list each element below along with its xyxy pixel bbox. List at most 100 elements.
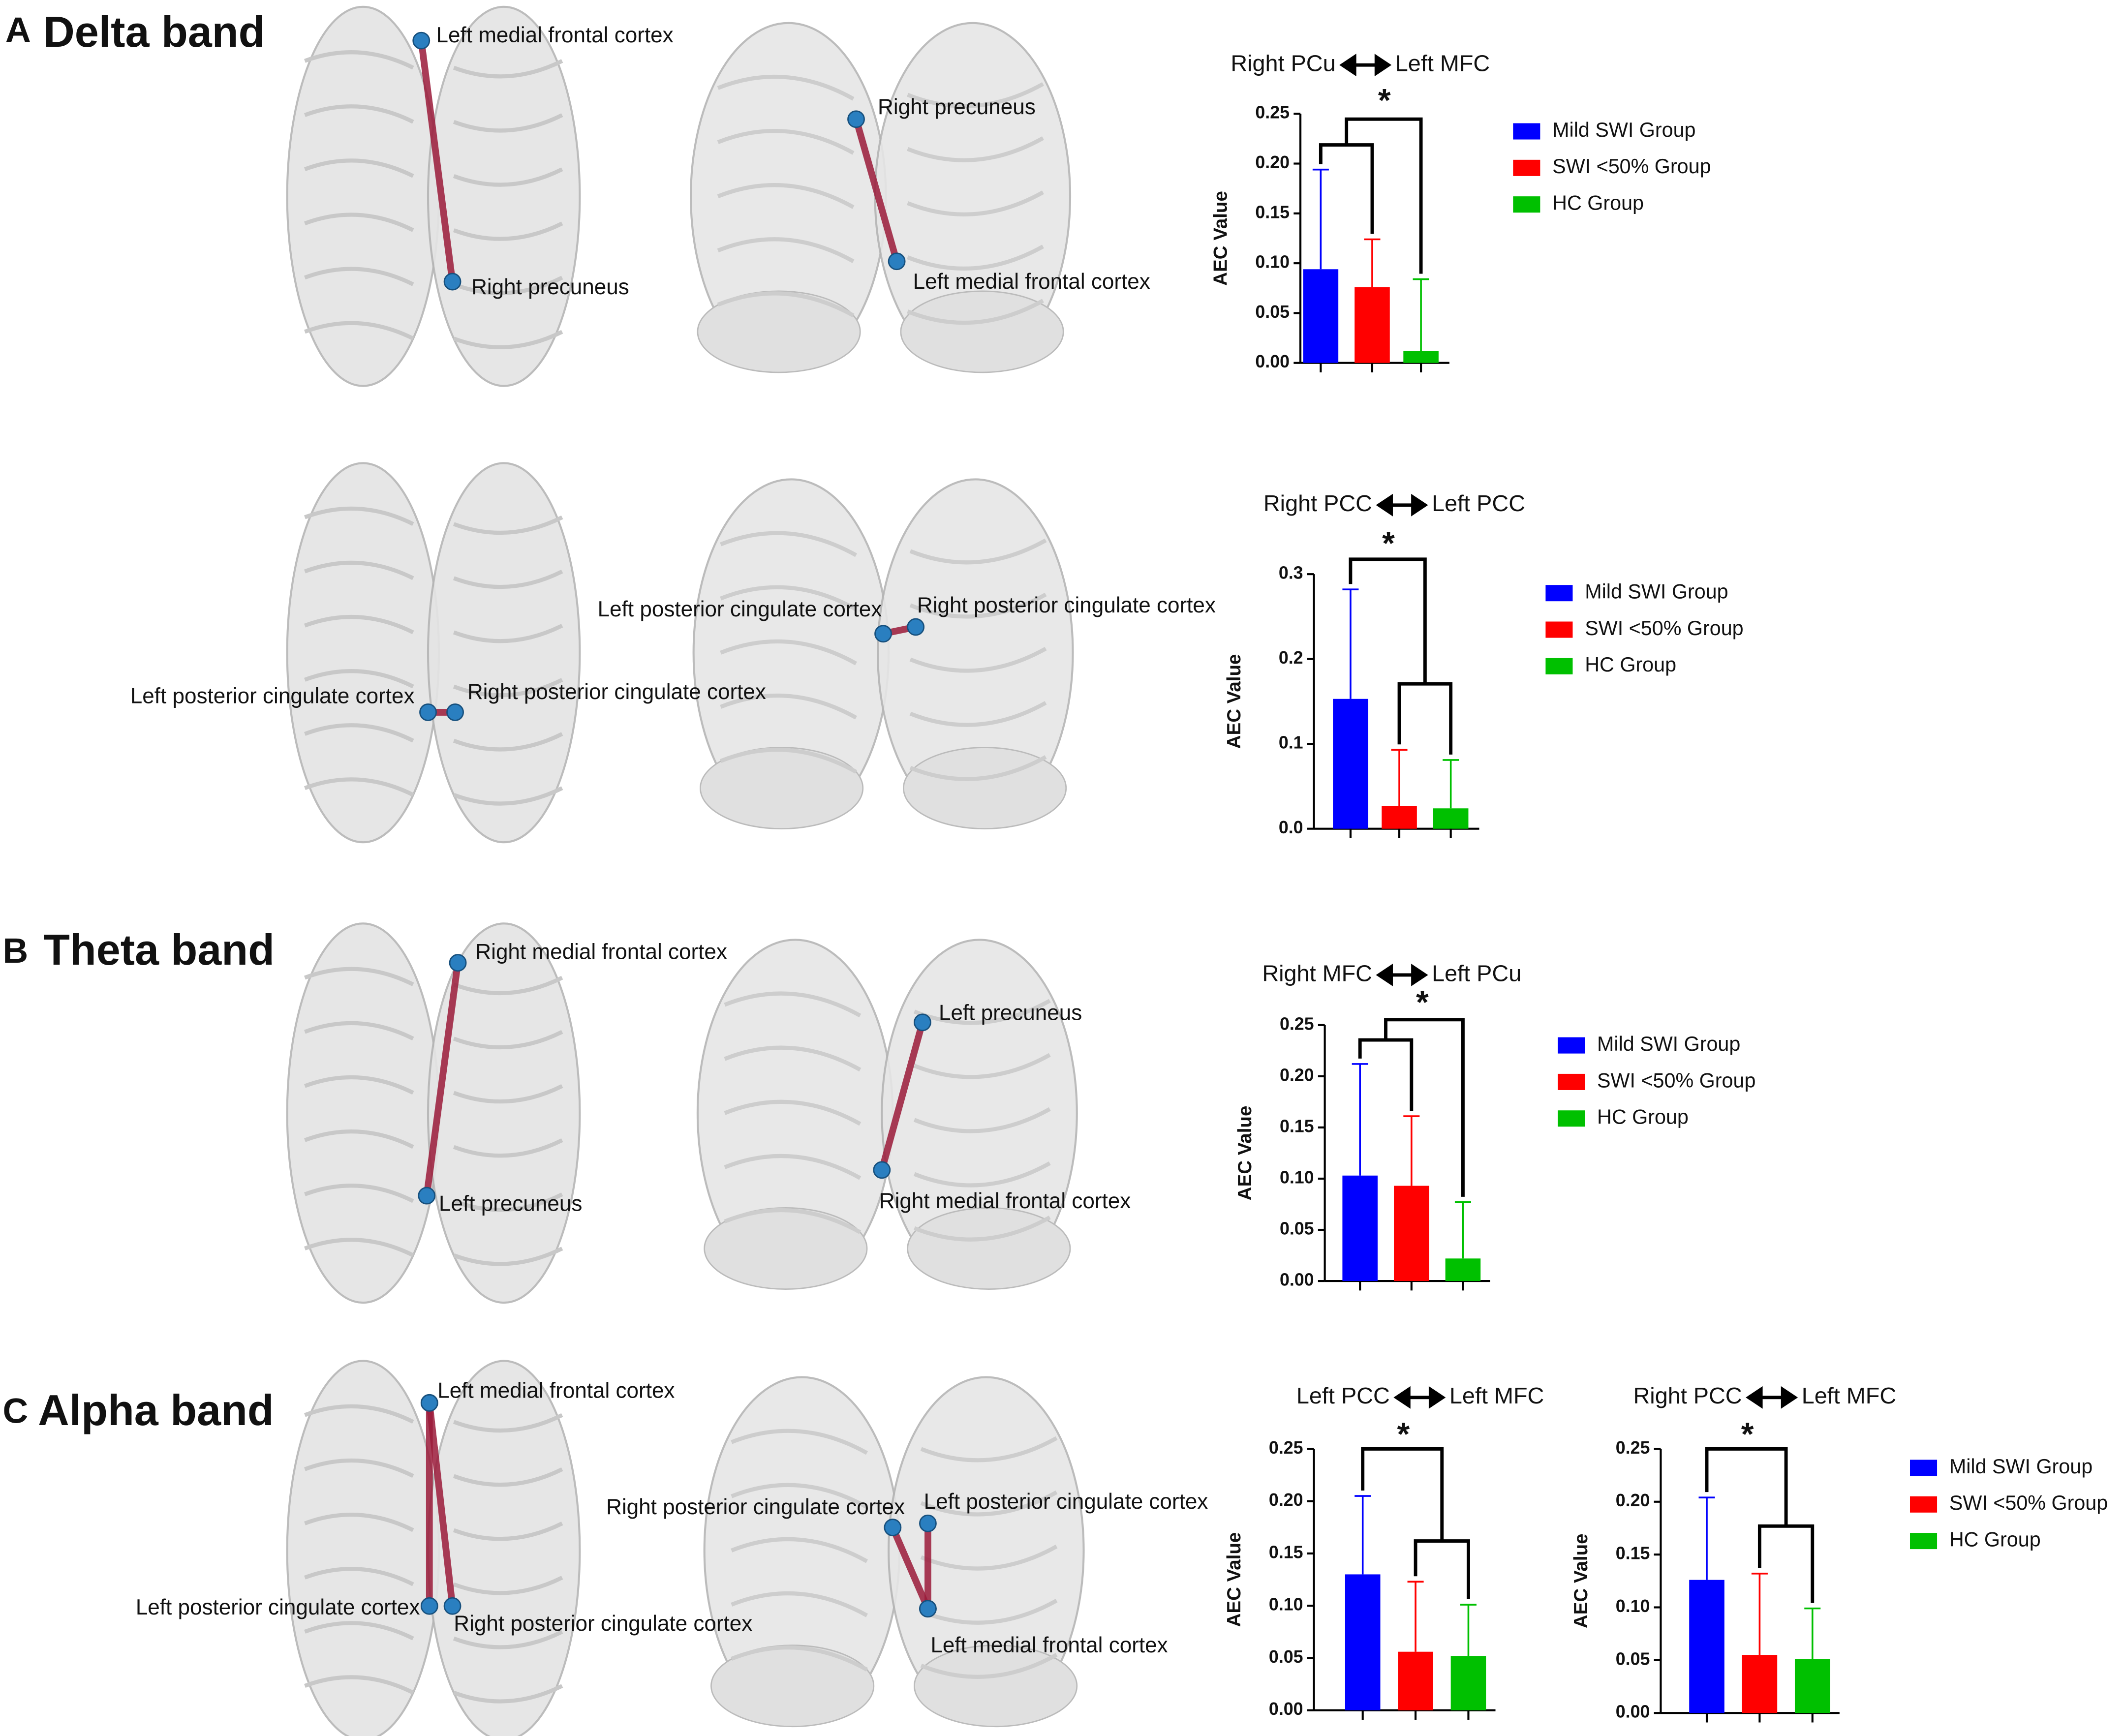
y-tick-label: 0.20 (1616, 1491, 1650, 1510)
brain-gyrus (720, 585, 1047, 619)
legend-label: SWI <50% Group (1585, 617, 1743, 640)
panel-letter: B (3, 931, 29, 971)
node (420, 1597, 438, 1615)
brain-gyrus (731, 1537, 1058, 1571)
bar (1742, 1655, 1778, 1713)
error-bar (1352, 1063, 1368, 1176)
error-bar (1312, 168, 1329, 270)
region-label: Left medial frontal cortex (437, 1378, 675, 1402)
y-tick-label: 0.15 (1280, 1116, 1314, 1136)
significance: * (1741, 1416, 1754, 1453)
y-tick-label: 0.00 (1255, 352, 1290, 371)
brain-gyrus (720, 531, 1047, 565)
bar (1689, 1580, 1724, 1713)
node (874, 625, 892, 643)
bar (1333, 699, 1368, 829)
node (919, 1514, 937, 1532)
error-bar (1354, 1495, 1371, 1575)
legend-swatch (1909, 1496, 1938, 1513)
panel-title: Theta band (43, 925, 275, 974)
legend-label: HC Group (1949, 1528, 2041, 1551)
y-tick-label: 0.00 (1269, 1699, 1303, 1719)
brain-gyrus (304, 1075, 563, 1104)
brain-gyrus (731, 1591, 1058, 1625)
panel-title: Alpha band (38, 1386, 274, 1434)
region-label: Right posterior cingulate cortex (917, 593, 1216, 617)
error-bar (1460, 1604, 1477, 1656)
y-tick-label: 0.15 (1616, 1544, 1650, 1563)
brain-gyrus (724, 1045, 1051, 1079)
error-bar (1413, 278, 1429, 351)
region-label: Right posterior cingulate cortex (467, 680, 766, 704)
sig-bracket (1705, 1447, 1815, 1603)
region-label: Right precuneus (878, 95, 1036, 119)
significance: * (1416, 984, 1429, 1021)
node (907, 618, 925, 636)
chart-title-to: Left MFC (1395, 50, 1490, 76)
brain-gyrus (304, 1021, 563, 1050)
brain-gyrus (304, 1129, 563, 1158)
brain-gyrus (304, 506, 563, 535)
region-label: Left posterior cingulate cortex (598, 597, 882, 621)
error-bar (1804, 1607, 1821, 1659)
brain-gyrus (720, 693, 1047, 727)
region-label: Left precuneus (939, 1001, 1082, 1025)
brains (286, 5, 1085, 1736)
brain-gyrus (724, 991, 1051, 1025)
bar (1403, 351, 1439, 363)
y-tick-label: 0.10 (1280, 1167, 1314, 1187)
bar (1382, 806, 1417, 829)
chart-title-to: Left MFC (1802, 1383, 1896, 1408)
chart-title-from: Right PCC (1263, 490, 1372, 516)
legend-swatch (1558, 1110, 1585, 1127)
legend-label: SWI <50% Group (1597, 1069, 1755, 1092)
bar (1303, 269, 1339, 363)
bar (1445, 1258, 1481, 1281)
legend-label: HC Group (1552, 192, 1644, 214)
y-tick-label: 0.20 (1269, 1490, 1303, 1510)
connection (423, 962, 462, 1196)
brain-gyrus (304, 1513, 563, 1541)
double-arrow (1746, 1386, 1798, 1409)
legend-swatch (1513, 123, 1540, 140)
y-tick-label: 0.10 (1269, 1595, 1303, 1614)
brain-lobe (427, 922, 581, 1304)
y-tick-label: 0.10 (1616, 1596, 1650, 1616)
brain-gyrus (717, 291, 1044, 325)
brain-gyrus (304, 50, 563, 79)
chart-title-to: Left PCu (1432, 960, 1521, 986)
region-label: Left medial frontal cortex (913, 270, 1150, 294)
error-bar (1407, 1581, 1424, 1652)
brain-gyrus (304, 1404, 563, 1433)
brain-gyrus (304, 1238, 563, 1266)
legend-swatch (1545, 621, 1573, 638)
region-label: Left precuneus (439, 1192, 582, 1216)
y-axis-label: AEC Value (1234, 1106, 1256, 1201)
node (420, 1394, 438, 1412)
brain-gyrus (304, 158, 563, 187)
double-arrow (1339, 54, 1392, 77)
bar (1398, 1651, 1433, 1710)
brain-gyrus (304, 669, 563, 698)
legend-swatch (1558, 1037, 1585, 1054)
region-label: Right posterior cingulate cortex (454, 1612, 752, 1636)
legend-swatch (1909, 1533, 1938, 1550)
legend-label: Mild SWI Group (1585, 580, 1728, 603)
bar (1345, 1574, 1381, 1710)
legend-label: Mild SWI Group (1552, 119, 1695, 141)
node (418, 1187, 436, 1205)
y-tick-label: 0.05 (1269, 1647, 1303, 1667)
node (412, 31, 431, 50)
node (446, 703, 464, 721)
node (419, 703, 437, 721)
brain-gyrus (304, 1184, 563, 1212)
y-tick-label: 0.00 (1616, 1702, 1650, 1722)
legend-label: Mild SWI Group (1949, 1455, 2093, 1478)
node (888, 252, 906, 271)
y-tick-label: 0.2 (1279, 648, 1303, 668)
legend-swatch (1545, 585, 1573, 602)
double-arrow (1376, 493, 1428, 517)
y-tick-label: 0.05 (1255, 302, 1290, 322)
